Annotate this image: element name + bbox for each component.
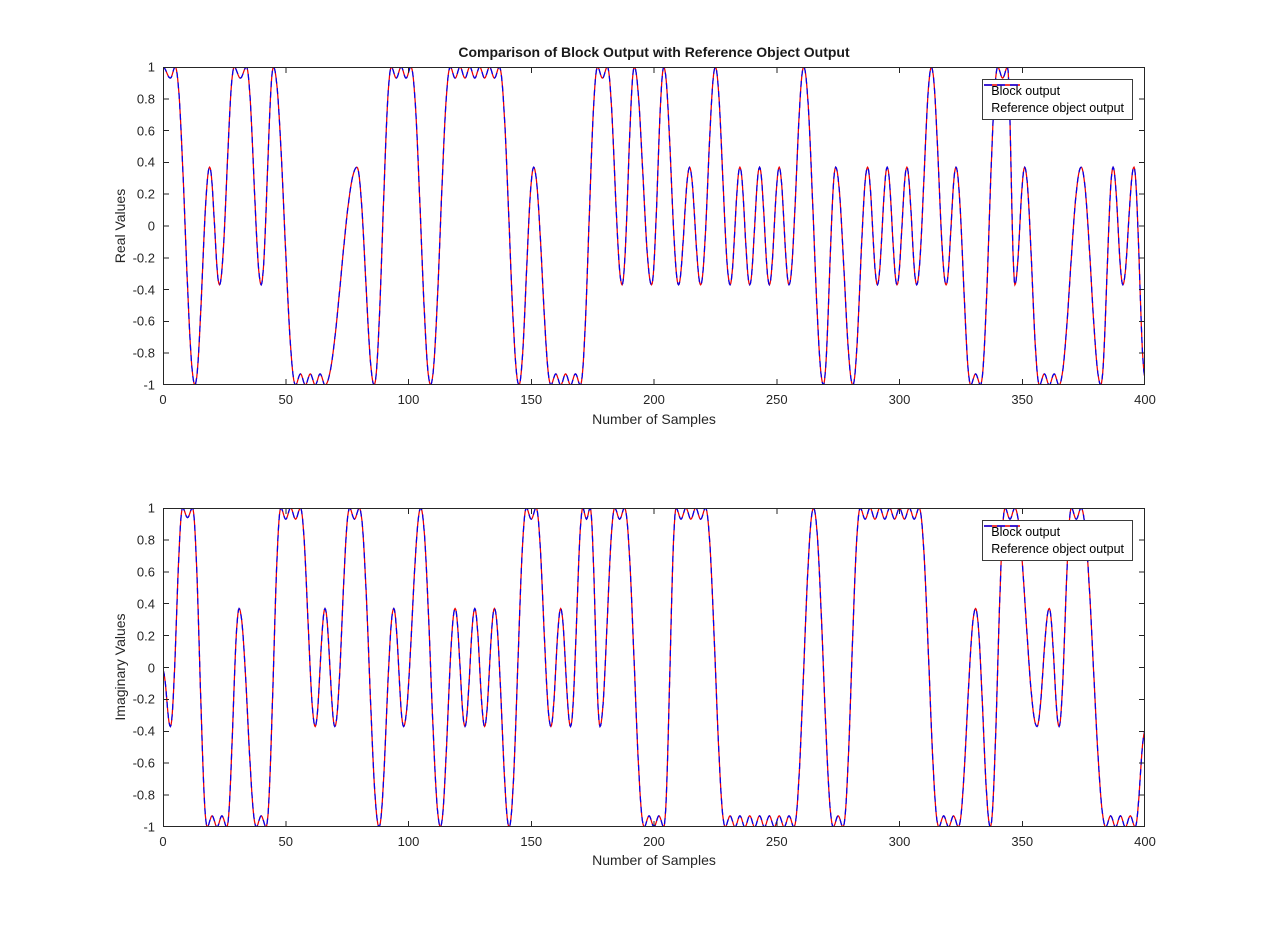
x-axis-label-bottom: Number of Samples — [592, 852, 716, 868]
y-tick-label: -1 — [143, 819, 155, 835]
x-tick-label: 150 — [520, 834, 543, 849]
legend-imaginary: Block output Reference object output — [982, 520, 1133, 561]
x-tick-label: 350 — [1011, 834, 1034, 849]
y-tick-label: 0.8 — [136, 91, 155, 107]
y-tick-label: 0.4 — [136, 596, 155, 612]
reference-output-curve — [163, 67, 1145, 385]
waveform-svg-real — [163, 67, 1145, 385]
real-values-plot-area: Block output Reference object output — [163, 67, 1145, 385]
y-tick-label: 1 — [147, 500, 155, 516]
x-tick-label: 250 — [765, 392, 788, 407]
axes-box — [163, 67, 1145, 385]
x-axis-label-top: Number of Samples — [592, 411, 716, 427]
y-tick-label: -0.6 — [132, 755, 155, 771]
x-tick-label: 200 — [643, 392, 665, 407]
y-tick-label: -0.8 — [132, 787, 155, 803]
x-tick-label: 50 — [278, 392, 293, 407]
y-tick-label: 0.6 — [136, 123, 155, 139]
reference-output-dashed-swatch — [984, 84, 1021, 86]
y-tick-label: -0.8 — [132, 345, 155, 361]
x-tick-label: 300 — [888, 834, 911, 849]
y-tick-label: 0.2 — [136, 186, 155, 202]
x-tick-label: 150 — [520, 392, 543, 407]
x-tick-label: 0 — [159, 392, 167, 407]
y-tick-label: 0.6 — [136, 564, 155, 580]
x-tick-label: 300 — [888, 392, 911, 407]
legend-item-reference-output: Reference object output — [984, 525, 1124, 557]
y-tick-label: 0.8 — [136, 532, 155, 548]
legend-real: Block output Reference object output — [982, 79, 1133, 120]
chart-title: Comparison of Block Output with Referenc… — [458, 44, 850, 60]
block-output-curve — [163, 508, 1145, 827]
y-tick-label: 0 — [147, 660, 155, 675]
x-tick-label: 50 — [278, 834, 293, 849]
y-tick-label: -0.4 — [132, 282, 155, 298]
legend-label-reference-output: Reference object output — [991, 100, 1124, 115]
x-tick-label: 350 — [1011, 392, 1034, 407]
axes-box — [163, 508, 1145, 827]
y-tick-label: -1 — [143, 377, 155, 393]
y-tick-label: -0.6 — [132, 313, 155, 329]
x-tick-label: 400 — [1134, 392, 1156, 407]
x-tick-label: 0 — [159, 834, 167, 849]
imaginary-values-plot-area: Block output Reference object output — [163, 508, 1145, 827]
y-tick-label: -0.2 — [132, 691, 155, 707]
legend-label-block-output: Block output — [991, 83, 1061, 98]
x-tick-label: 100 — [397, 834, 420, 849]
waveform-svg-imaginary — [163, 508, 1145, 827]
y-tick-label: -0.2 — [132, 250, 155, 266]
y-tick-label: -0.4 — [132, 723, 155, 739]
y-tick-label: 0.4 — [136, 154, 155, 170]
x-tick-label: 200 — [643, 834, 665, 849]
x-tick-label: 100 — [397, 392, 420, 407]
legend-item-reference-output: Reference object output — [984, 84, 1124, 116]
x-tick-label: 400 — [1134, 834, 1156, 849]
y-tick-label: 1 — [147, 59, 155, 75]
legend-label-block-output: Block output — [991, 524, 1061, 539]
legend-label-reference-output: Reference object output — [991, 541, 1124, 556]
y-tick-label: 0 — [147, 218, 155, 234]
reference-output-dashed-swatch — [984, 525, 1021, 527]
y-tick-label: 0.2 — [136, 628, 155, 644]
x-tick-label: 250 — [765, 834, 788, 849]
